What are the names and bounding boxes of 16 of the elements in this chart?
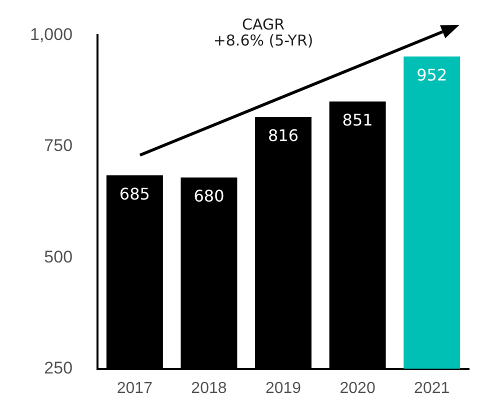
y-tick-label: 1,000 (30, 24, 73, 44)
x-tick-label: 2021 (414, 380, 450, 397)
data-label: 952 (416, 66, 448, 85)
data-label: 851 (342, 110, 373, 130)
y-tick-label: 250 (44, 358, 73, 378)
data-label: 680 (194, 186, 224, 206)
x-tick-label: 2017 (116, 380, 153, 397)
x-tick-label: 2020 (340, 380, 376, 397)
y-tick-label: 750 (44, 136, 73, 156)
data-label: 685 (119, 184, 150, 204)
text: CAGR (242, 15, 285, 34)
y-tick-label: 500 (44, 247, 73, 266)
x-tick-label: 2019 (265, 380, 302, 397)
data-label: 816 (268, 126, 299, 146)
x-tick-label: 2018 (191, 380, 227, 397)
annotation: +8.6% (5-YR) (213, 31, 314, 50)
